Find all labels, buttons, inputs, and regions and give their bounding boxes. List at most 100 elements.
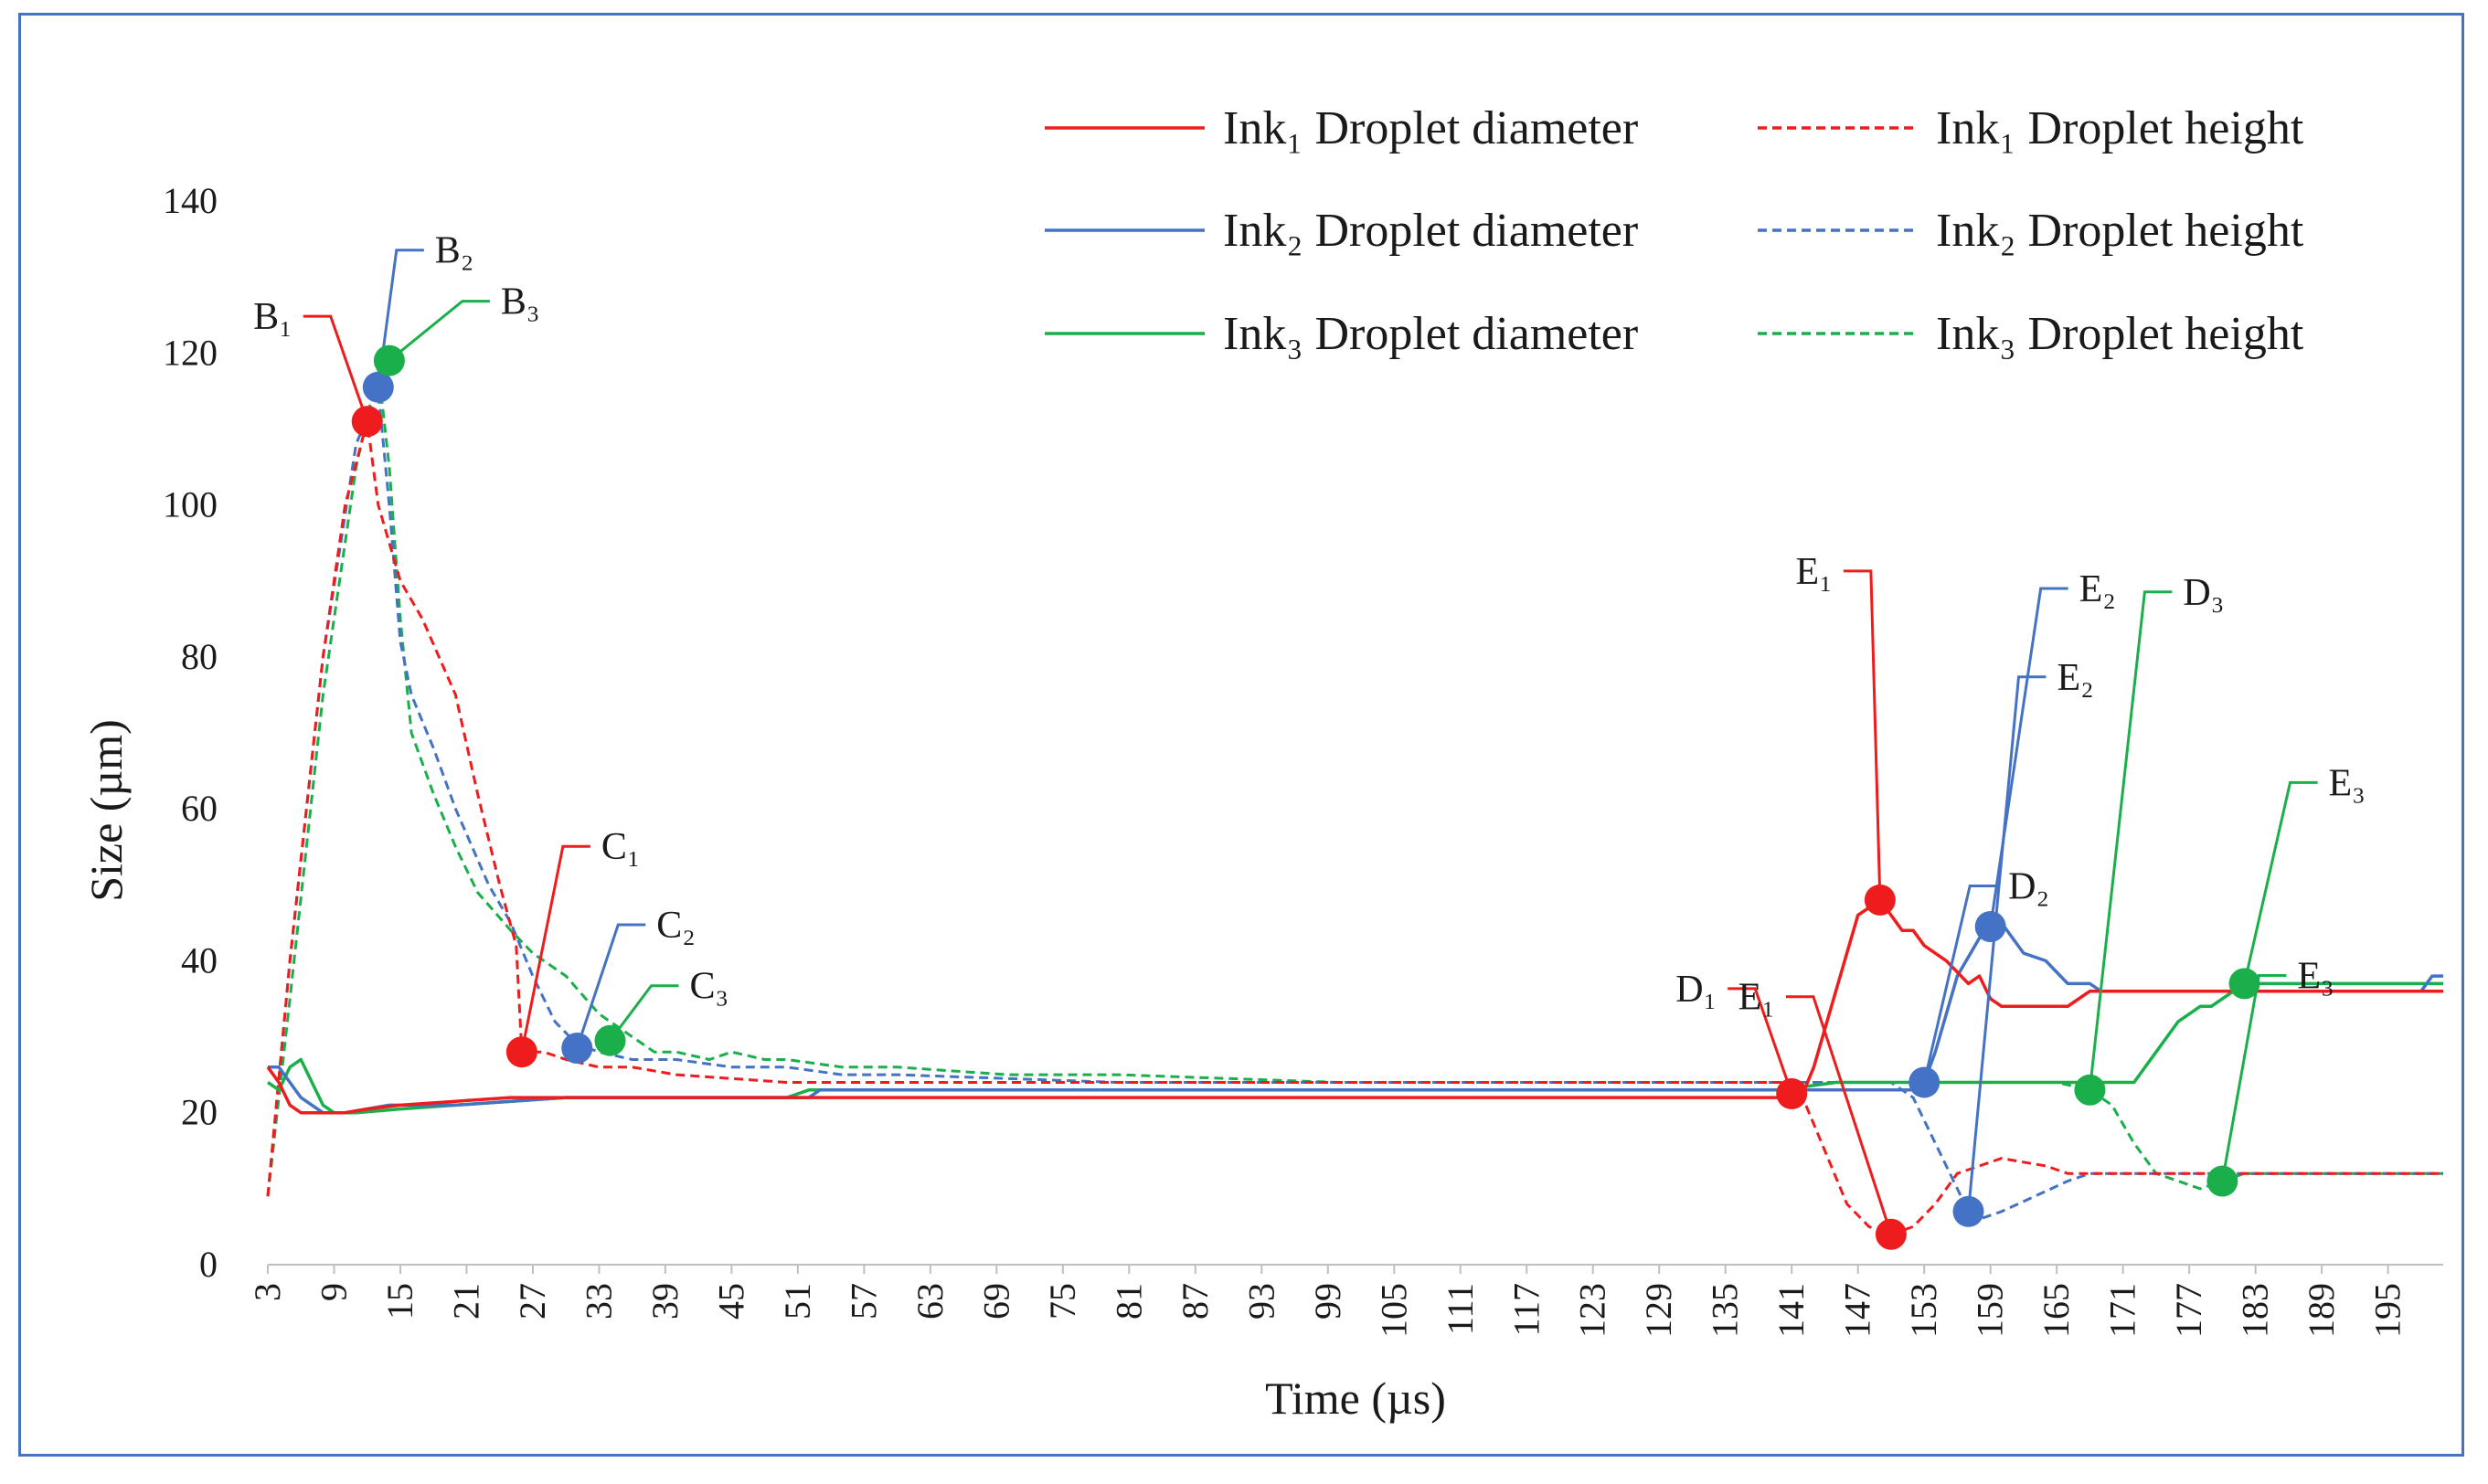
x-tick-label: 147 bbox=[1837, 1283, 1878, 1338]
annotation-marker bbox=[362, 371, 394, 403]
x-tick-label: 81 bbox=[1108, 1283, 1149, 1320]
y-tick-label: 40 bbox=[181, 939, 218, 980]
annotation-marker bbox=[561, 1033, 593, 1065]
annotation-marker bbox=[2074, 1074, 2106, 1106]
annotation-leader bbox=[1967, 675, 2047, 1212]
y-tick-label: 20 bbox=[181, 1092, 218, 1133]
annotation-marker bbox=[2228, 968, 2260, 1000]
annotation-label: D₁ bbox=[1675, 969, 1717, 1011]
annotation-leader bbox=[303, 314, 369, 422]
y-tick-label: 120 bbox=[163, 332, 218, 373]
x-tick-label: 3 bbox=[247, 1283, 288, 1301]
x-tick-label: 63 bbox=[909, 1283, 951, 1320]
x-tick-label: 51 bbox=[777, 1283, 818, 1320]
annotation-label: E₃ bbox=[2297, 956, 2334, 998]
legend-label: Ink₂ Droplet height bbox=[1936, 205, 2304, 257]
x-tick-label: 69 bbox=[975, 1283, 1016, 1320]
annotation-label: E₂ bbox=[2057, 657, 2094, 699]
x-tick-label: 135 bbox=[1705, 1283, 1746, 1338]
x-tick-label: 87 bbox=[1175, 1283, 1216, 1320]
annotation-marker bbox=[1952, 1195, 1984, 1227]
annotation-marker bbox=[1909, 1066, 1940, 1098]
x-tick-label: 57 bbox=[843, 1283, 884, 1320]
legend-label: Ink₃ Droplet diameter bbox=[1223, 308, 1638, 360]
series-line-ink-droplet-height bbox=[266, 366, 2443, 1197]
y-tick-label: 100 bbox=[163, 484, 218, 525]
annotation-leader bbox=[2243, 780, 2318, 984]
annotation-label: B₂ bbox=[435, 230, 474, 272]
y-tick-label: 140 bbox=[163, 180, 218, 221]
x-tick-label: 171 bbox=[2102, 1283, 2143, 1338]
annotation-marker bbox=[594, 1024, 626, 1056]
x-tick-label: 129 bbox=[1638, 1283, 1679, 1338]
legend-label: Ink₂ Droplet diameter bbox=[1223, 205, 1638, 257]
annotation-marker bbox=[2206, 1165, 2238, 1197]
x-tick-label: 177 bbox=[2168, 1283, 2209, 1338]
x-tick-label: 111 bbox=[1440, 1283, 1481, 1335]
x-tick-label: 189 bbox=[2301, 1283, 2342, 1338]
x-tick-label: 141 bbox=[1770, 1283, 1812, 1338]
annotation-marker bbox=[351, 406, 383, 438]
annotation-label: C₁ bbox=[601, 826, 641, 868]
series-line-ink-droplet-height bbox=[266, 389, 2443, 1221]
annotation-marker bbox=[1776, 1077, 1808, 1109]
annotation-leader bbox=[520, 844, 590, 1053]
x-tick-label: 21 bbox=[445, 1283, 486, 1320]
series-line-ink-droplet-diameter bbox=[266, 898, 2443, 1115]
annotation-label: D₂ bbox=[2008, 865, 2049, 907]
legend-label: Ink₁ Droplet diameter bbox=[1223, 102, 1638, 154]
annotation-marker bbox=[1864, 884, 1896, 916]
annotation-leader bbox=[2220, 974, 2287, 1182]
x-tick-label: 159 bbox=[1970, 1283, 2011, 1338]
x-tick-label: 27 bbox=[512, 1283, 553, 1320]
point-annotations: B₁ B₂ B₃ C₁ C₂ C₃ D₁ E₁ E₁ D₂ E₂ E₂ D₃ E₃ E₃ bbox=[253, 230, 2366, 1250]
x-tick-label: 165 bbox=[2036, 1283, 2077, 1338]
annotation-label: C₃ bbox=[690, 966, 729, 1008]
annotation-label: D₃ bbox=[2183, 572, 2224, 614]
annotation-label: E₁ bbox=[1796, 551, 1833, 593]
x-tick-label: 123 bbox=[1572, 1283, 1613, 1338]
y-tick-label: 0 bbox=[199, 1244, 218, 1285]
y-tick-labels: 0 20 40 60 80 100 120 140 bbox=[163, 180, 218, 1285]
x-tick-label: 15 bbox=[379, 1283, 420, 1320]
annotation-leader bbox=[2088, 590, 2173, 1090]
annotation-label: C₂ bbox=[656, 905, 696, 947]
x-tick-labels: 3 9 15 21 27 33 39 45 51 57 63 69 75 81 87 93 99 105 111 11… bbox=[247, 1265, 2408, 1338]
annotation-marker bbox=[373, 344, 405, 376]
x-tick-label: 117 bbox=[1505, 1283, 1547, 1337]
annotation-leader bbox=[1785, 995, 1893, 1235]
annotation-label: E₁ bbox=[1738, 977, 1775, 1019]
x-tick-label: 195 bbox=[2367, 1283, 2408, 1338]
series-line-ink-droplet-height bbox=[266, 419, 2443, 1236]
y-tick-label: 60 bbox=[181, 788, 218, 829]
annotation-leader bbox=[1922, 884, 1998, 1083]
x-tick-label: 93 bbox=[1240, 1283, 1281, 1320]
legend: Ink₁ Droplet diameter Ink₁ Droplet height… bbox=[1045, 102, 2304, 360]
x-tick-label: 75 bbox=[1042, 1283, 1083, 1320]
x-tick-label: 105 bbox=[1373, 1283, 1414, 1338]
annotation-leader bbox=[1843, 569, 1882, 900]
annotation-label: E₂ bbox=[2079, 568, 2116, 610]
annotation-label: E₃ bbox=[2329, 762, 2366, 804]
annotation-leader bbox=[1989, 587, 2068, 928]
annotation-leader bbox=[609, 984, 679, 1042]
legend-label: Ink₁ Droplet height bbox=[1936, 102, 2304, 154]
series-line-ink-droplet-diameter bbox=[267, 981, 2443, 1115]
series-lines bbox=[266, 366, 2443, 1236]
x-tick-label: 183 bbox=[2235, 1283, 2276, 1338]
x-axis-title: Time (µs) bbox=[1265, 1373, 1446, 1424]
series-line-ink-droplet-diameter bbox=[268, 921, 2443, 1115]
x-tick-label: 99 bbox=[1307, 1283, 1348, 1320]
annotation-marker bbox=[1974, 911, 2006, 943]
y-axis-title: Size (µm) bbox=[80, 719, 132, 902]
annotation-label: B₃ bbox=[501, 281, 540, 323]
chart-frame: Size (µm) Time (µs) 0 20 40 60 80 100 120 140 3… bbox=[18, 13, 2464, 1457]
axes: Size (µm) Time (µs) bbox=[80, 719, 2443, 1424]
legend-label: Ink₃ Droplet height bbox=[1936, 308, 2304, 360]
annotation-label: B₁ bbox=[253, 296, 292, 338]
line-chart: Size (µm) Time (µs) 0 20 40 60 80 100 120 140 3… bbox=[80, 102, 2443, 1424]
x-tick-label: 39 bbox=[644, 1283, 686, 1320]
annotation-marker bbox=[1875, 1218, 1907, 1250]
x-tick-label: 153 bbox=[1903, 1283, 1944, 1338]
x-tick-label: 45 bbox=[710, 1283, 751, 1320]
